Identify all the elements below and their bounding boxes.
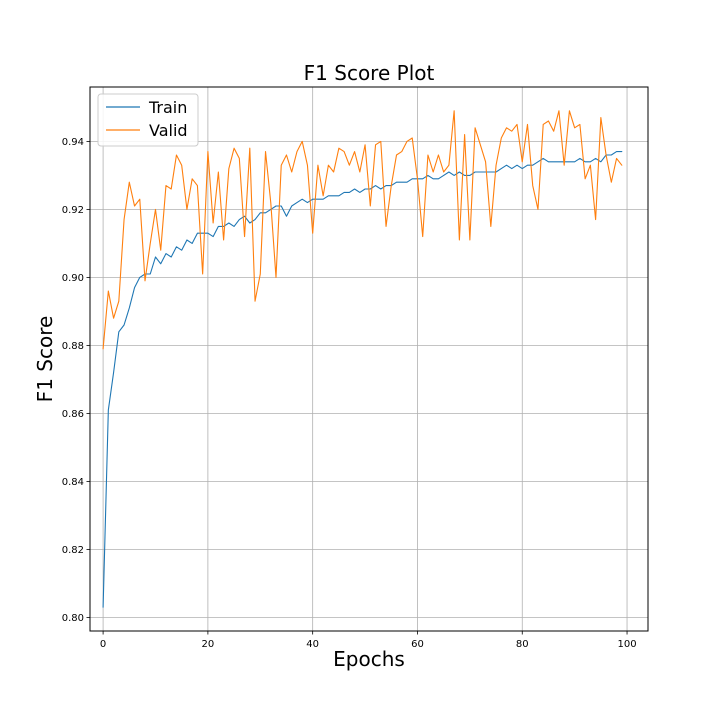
x-tick-label: 0 [100,639,106,650]
y-tick-label: 0.82 [62,545,84,556]
grid-layer [90,87,648,631]
y-axis-label: F1 Score [33,316,57,403]
x-axis-label: Epochs [333,647,405,671]
legend: Train Valid [97,93,199,147]
y-tick-label: 0.88 [62,341,84,352]
y-tick-label: 0.94 [62,137,84,148]
series-line-train [102,151,623,608]
series-layer [102,110,623,608]
chart-title: F1 Score Plot [304,61,435,85]
legend-label-valid: Valid [149,121,188,140]
y-tick-label: 0.92 [62,205,84,216]
x-tick-label: 100 [617,639,636,650]
y-tick-label: 0.84 [62,477,84,488]
y-tick-label: 0.86 [62,409,84,420]
legend-label-train: Train [148,98,187,117]
x-tick-label: 80 [516,639,529,650]
x-tick-label: 40 [306,639,319,650]
plot-frame [89,86,649,632]
x-tick-label: 60 [411,639,424,650]
y-tick-label: 0.80 [62,613,84,624]
x-tick-label: 20 [202,639,215,650]
series-line-valid [102,110,623,350]
tick-layer: 0 20 40 60 80 100 0.80 0.82 0.84 0.86 0.88 0.90 0.92… [62,137,637,650]
y-tick-label: 0.90 [62,273,84,284]
